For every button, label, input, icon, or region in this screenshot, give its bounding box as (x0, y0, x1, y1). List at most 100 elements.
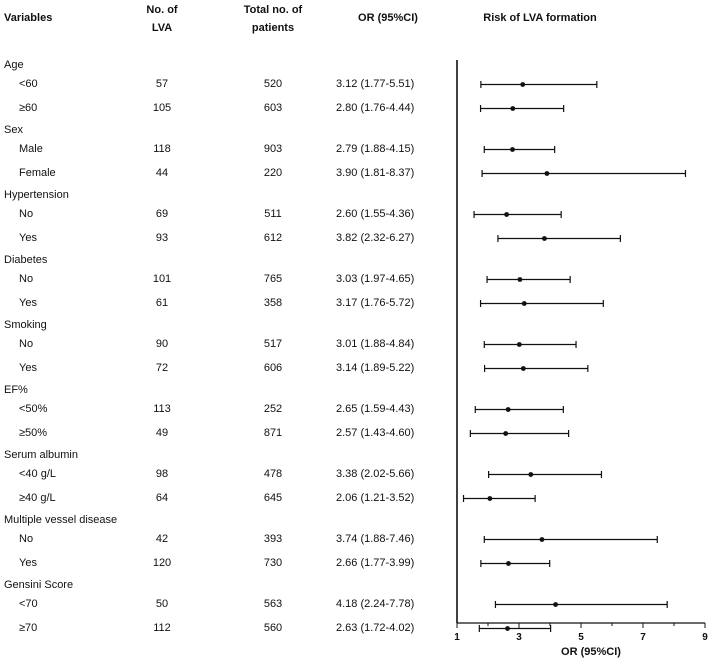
row-label: ≥50% (19, 427, 48, 439)
lva-count: 105 (152, 102, 172, 114)
lva-count: 98 (155, 468, 169, 480)
or-ci-text: 2.80 (1.76-4.44) (336, 102, 415, 114)
or-ci-text: 2.63 (1.72-4.02) (336, 622, 415, 634)
lva-count: 90 (155, 338, 169, 350)
row-label: <70 (19, 598, 38, 610)
lva-count: 72 (155, 362, 169, 374)
row-label: No (19, 208, 34, 220)
x-tick-label: 3 (516, 632, 522, 643)
or-point (542, 236, 547, 241)
or-point (520, 366, 526, 371)
row-label: Yes (19, 362, 37, 374)
row-label: Female (19, 167, 56, 179)
or-ci-text: 2.57 (1.43-4.60) (336, 427, 415, 439)
total-patients: 903 (263, 143, 283, 155)
lva-count: 42 (155, 533, 169, 545)
or-point (506, 561, 511, 566)
or-point (553, 602, 558, 607)
row-label: <40 g/L (19, 468, 57, 480)
or-ci-text: 3.01 (1.88-4.84) (336, 338, 415, 350)
header-total-line2: patients (251, 22, 295, 34)
group-label: Smoking (4, 319, 47, 331)
or-point (521, 301, 527, 306)
group-label: Serum albumin (4, 449, 78, 461)
or-point (505, 626, 510, 631)
or-ci-text: 2.79 (1.88-4.15) (336, 143, 415, 155)
row-label: No (19, 338, 34, 350)
x-axis-label: OR (95%CI) (561, 646, 621, 658)
total-patients: 358 (263, 297, 283, 309)
x-tick-label: 1 (454, 632, 460, 643)
or-point (505, 407, 511, 412)
lva-count: 57 (155, 78, 169, 90)
total-patients: 765 (263, 273, 283, 285)
or-point (517, 277, 523, 282)
group-label: Multiple vessel disease (4, 514, 118, 526)
group-label: Hypertension (4, 189, 69, 201)
row-label: <50% (19, 403, 48, 415)
or-point (510, 147, 515, 152)
or-ci-text: 4.18 (2.24-7.78) (336, 598, 415, 610)
or-ci-text: 3.03 (1.97-4.65) (336, 273, 415, 285)
or-point (520, 82, 526, 87)
lva-count: 69 (155, 208, 169, 220)
total-patients: 645 (263, 492, 283, 504)
or-point (544, 171, 550, 176)
row-label: ≥70 (19, 622, 38, 634)
group-label: Gensini Score (4, 579, 74, 591)
lva-count: 50 (155, 598, 169, 610)
header-risk: Risk of LVA formation (483, 12, 597, 24)
lva-count: 112 (153, 622, 171, 634)
total-patients: 603 (263, 102, 283, 114)
group-label: Diabetes (4, 254, 48, 266)
x-tick-label: 5 (578, 632, 584, 643)
total-patients: 606 (263, 362, 283, 374)
lva-count: 61 (155, 297, 169, 309)
or-point (528, 472, 534, 477)
total-patients: 871 (263, 427, 283, 439)
header-or: OR (95%CI) (358, 12, 418, 24)
lva-count: 49 (155, 427, 169, 439)
lva-count: 118 (153, 143, 171, 155)
or-point (487, 496, 493, 501)
row-label: Yes (19, 297, 37, 309)
or-point (516, 342, 522, 347)
or-ci-text: 3.14 (1.89-5.22) (336, 362, 415, 374)
total-patients: 511 (264, 208, 282, 220)
lva-count: 120 (152, 557, 172, 569)
total-patients: 252 (263, 403, 283, 415)
header-total-line1: Total no. of (243, 4, 303, 16)
total-patients: 517 (263, 338, 283, 350)
total-patients: 560 (263, 622, 283, 634)
or-ci-text: 2.65 (1.59-4.43) (336, 403, 415, 415)
x-tick-label: 7 (640, 632, 646, 643)
or-ci-text: 3.17 (1.76-5.72) (336, 297, 415, 309)
total-patients: 563 (263, 598, 283, 610)
or-ci-text: 2.60 (1.55-4.36) (336, 208, 415, 220)
lva-count: 44 (155, 167, 169, 179)
lva-count: 93 (155, 232, 169, 244)
lva-count: 101 (152, 273, 172, 285)
total-patients: 730 (263, 557, 283, 569)
header-lva-line1: No. of (146, 4, 178, 16)
lva-count: 113 (153, 403, 171, 415)
group-label: Age (4, 59, 24, 71)
total-patients: 220 (263, 167, 283, 179)
row-label: No (19, 533, 34, 545)
x-tick-label: 9 (702, 632, 708, 643)
or-ci-text: 3.82 (2.32-6.27) (336, 232, 415, 244)
lva-count: 64 (155, 492, 169, 504)
header-lva-line2: LVA (151, 22, 173, 34)
row-label: Male (19, 143, 43, 155)
total-patients: 520 (263, 78, 283, 90)
group-label: EF% (4, 384, 28, 396)
or-point (504, 212, 509, 217)
row-label: Yes (19, 557, 37, 569)
or-ci-text: 3.74 (1.88-7.46) (336, 533, 415, 545)
or-ci-text: 2.66 (1.77-3.99) (336, 557, 415, 569)
row-label: <60 (19, 78, 38, 90)
or-ci-text: 3.90 (1.81-8.37) (336, 167, 415, 179)
row-label: No (19, 273, 34, 285)
or-ci-text: 3.12 (1.77-5.51) (336, 78, 415, 90)
